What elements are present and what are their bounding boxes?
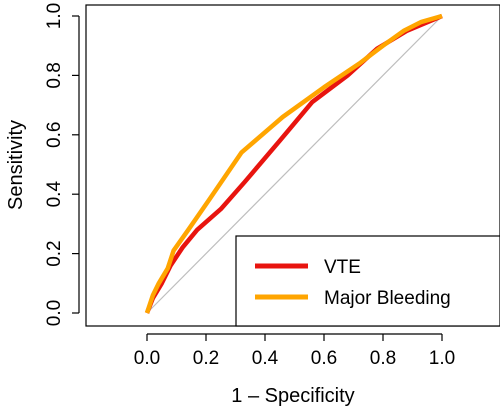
x-tick-label: 0.4 [252,348,279,369]
y-tick-label: 0.6 [44,122,65,148]
x-tick-label: 0.8 [370,348,396,369]
legend-label-1: Major Bleeding [324,288,451,309]
x-axis-title: 1 – Specificity [231,385,354,407]
series-layer [144,13,443,314]
y-tick-label: 0.2 [44,240,65,266]
legend-box [235,235,500,327]
y-tick-label: 0.0 [44,300,65,326]
legend: VTE Major Bleeding [235,235,500,327]
y-tick-label: 0.4 [44,181,65,208]
legend-label-0: VTE [324,257,361,278]
y-axis-title: Sensitivity [5,120,27,210]
y-tick-label: 0.8 [44,62,65,88]
y-tick-label: 1.0 [44,3,65,29]
series-line-1 [144,13,443,314]
x-tick-label: 0.0 [134,348,160,369]
x-axis: 0.0 0.2 0.4 0.6 0.8 1.0 [134,333,455,369]
y-axis: 0.0 0.2 0.4 0.6 0.8 1.0 [44,3,80,326]
x-tick-label: 0.2 [193,348,219,369]
reference-diagonal-line [146,15,443,314]
x-tick-label: 1.0 [429,348,455,369]
x-tick-label: 0.6 [311,348,337,369]
